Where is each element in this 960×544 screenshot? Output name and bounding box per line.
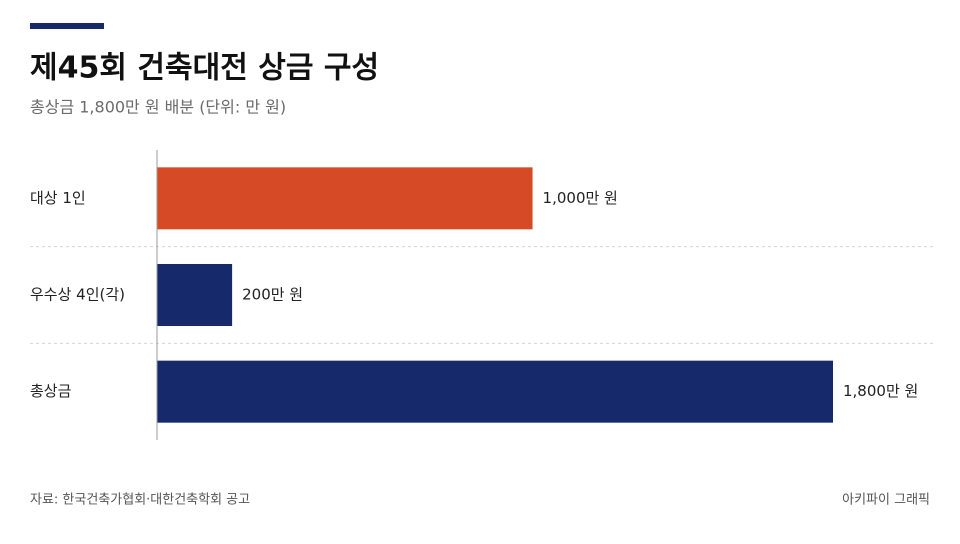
category-label: 총상금 — [30, 382, 72, 400]
category-label: 대상 1인 — [30, 189, 86, 207]
value-label: 1,800만 원 — [843, 382, 918, 400]
category-label: 우수상 4인(각) — [30, 286, 125, 304]
chart-title: 제45회 건축대전 상금 구성 — [30, 51, 379, 86]
credit: 아키파이 그래픽 — [842, 493, 930, 508]
bar — [157, 264, 233, 326]
bar — [157, 360, 833, 423]
chart-subtitle: 총상금 1,800만 원 배분 (단위: 만 원) — [30, 98, 286, 117]
value-label: 1,000만 원 — [543, 189, 618, 207]
source-note: 자료: 한국건축가협회·대한건축학회 공고 — [30, 493, 250, 508]
accent-bar — [30, 23, 104, 29]
bar — [157, 167, 533, 230]
value-label: 200만 원 — [242, 286, 303, 304]
